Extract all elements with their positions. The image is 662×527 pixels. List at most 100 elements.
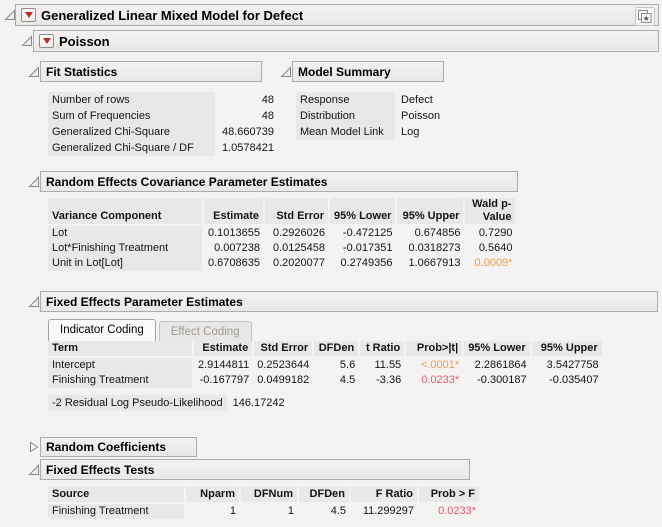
summary-value: Log [401, 126, 420, 138]
column-header: t Ratio [359, 341, 407, 358]
random-effects-title: Random Effects Covariance Parameter Esti… [46, 174, 328, 189]
fixed-effects-tests-title: Fixed Effects Tests [46, 462, 155, 477]
fixed-effects-header[interactable]: Fixed Effects Parameter Estimates [40, 291, 658, 312]
column-header: Estimate [203, 198, 265, 226]
stat-label: Generalized Chi-Square [48, 124, 217, 140]
summary-label: Distribution [296, 108, 397, 124]
stat-value: 48.660739 [222, 126, 274, 138]
column-header: Std Error [264, 198, 330, 226]
poisson-title-bar: Poisson [33, 30, 659, 52]
summary-label: Mean Model Link [296, 124, 397, 140]
disclosure-closed-icon[interactable] [28, 441, 40, 453]
model-summary-table: Response Defect Distribution Poisson Mean … [296, 92, 466, 140]
column-header: 95% Upper [530, 341, 604, 358]
column-header: DFDen [298, 487, 351, 504]
bookmark-button[interactable]: ★ [635, 7, 655, 26]
tab-indicator-coding[interactable]: Indicator Coding [48, 319, 156, 341]
coding-tab-bar: Indicator Coding Effect Coding [48, 318, 252, 341]
disclosure-open-icon[interactable] [28, 176, 40, 188]
disclosure-open-icon[interactable] [28, 464, 40, 476]
column-header: DFNum [240, 487, 299, 504]
model-summary-title: Model Summary [298, 64, 391, 79]
p-value-significant: <.0001* [420, 359, 460, 371]
model-summary-header[interactable]: Model Summary [292, 61, 444, 82]
stat-label: Sum of Frequencies [48, 108, 217, 124]
table-row: Lot*Finishing Treatment 0.007238 0.01254… [48, 241, 516, 256]
table-row: Intercept 2.9144811 0.2523644 5.6 11.55 … [48, 357, 603, 373]
p-value-significant: 0.0233* [421, 374, 460, 386]
bookmark-icon: ★ [638, 10, 652, 23]
term: Intercept [48, 357, 194, 373]
disclosure-open-icon[interactable] [280, 66, 292, 78]
table-row: Distribution Poisson [296, 108, 466, 124]
p-value: 0.7290 [478, 227, 513, 239]
stat-value: 48 [261, 110, 274, 122]
column-header: Source [48, 487, 186, 504]
table-header-row: Term Estimate Std Error DFDen t Ratio Pr… [48, 341, 604, 358]
stat-value: 48 [261, 94, 274, 106]
random-coefficients-header[interactable]: Random Coefficients [40, 437, 197, 457]
column-header: Prob > F [418, 487, 481, 504]
report-title-bar: Generalized Linear Mixed Model for Defec… [15, 4, 659, 26]
summary-value: Defect [401, 94, 433, 106]
residual-label: -2 Residual Log Pseudo-Likelihood [48, 395, 229, 411]
fixed-effects-table: Term Estimate Std Error DFDen t Ratio Pr… [48, 341, 604, 388]
p-value-significant: 0.0009* [474, 257, 513, 269]
stat-value: 1.0578421 [222, 142, 274, 154]
table-row: Lot 0.1013655 0.2926026 -0.472125 0.6748… [48, 225, 516, 241]
column-header: Wald p-Value [464, 198, 518, 226]
term: Finishing Treatment [48, 373, 194, 388]
column-header: DFDen [313, 341, 361, 358]
disclosure-open-icon[interactable] [28, 66, 40, 78]
column-header: Term [48, 341, 194, 358]
p-value-significant: 0.0233* [438, 505, 476, 517]
column-header: Estimate [193, 341, 255, 358]
summary-label: Response [296, 92, 397, 108]
disclosure-open-icon[interactable] [4, 9, 16, 21]
disclosure-open-icon[interactable] [21, 35, 33, 47]
p-value: 0.5640 [478, 242, 513, 254]
table-header-row: Variance Component Estimate Std Error 95… [48, 198, 518, 226]
table-row: Finishing Treatment 1 1 4.5 11.299297 0.… [48, 503, 480, 519]
fixed-effects-title: Fixed Effects Parameter Estimates [46, 294, 243, 309]
column-header: Nparm [185, 487, 241, 504]
summary-value: Poisson [401, 110, 441, 122]
table-row: Unit in Lot[Lot] 0.6708635 0.2020077 0.2… [48, 256, 516, 271]
column-header: Std Error [253, 341, 315, 358]
fit-statistics-title: Fit Statistics [46, 64, 118, 79]
poisson-title: Poisson [59, 33, 110, 49]
red-triangle-icon [24, 12, 33, 18]
random-effects-header[interactable]: Random Effects Covariance Parameter Esti… [40, 171, 518, 192]
variance-component: Lot [48, 225, 204, 241]
stat-label: Generalized Chi-Square / DF [48, 140, 217, 156]
source: Finishing Treatment [48, 503, 186, 519]
report-title: Generalized Linear Mixed Model for Defec… [41, 7, 304, 23]
table-row: Number of rows 48 [48, 92, 278, 108]
column-header: 95% Lower [463, 341, 532, 358]
table-row: -2 Residual Log Pseudo-Likelihood 146.17… [48, 395, 298, 411]
column-header: 95% Lower [329, 198, 398, 226]
red-triangle-menu-button[interactable] [39, 34, 54, 48]
table-row: Finishing Treatment -0.167797 0.0499182 … [48, 373, 603, 388]
column-header: Prob>|t| [405, 341, 465, 358]
table-row: Response Defect [296, 92, 466, 108]
table-row: Generalized Chi-Square 48.660739 [48, 124, 278, 140]
red-triangle-icon [42, 38, 51, 44]
stat-label: Number of rows [48, 92, 217, 108]
fixed-effects-tests-table: Source Nparm DFNum DFDen F Ratio Prob > … [48, 487, 481, 519]
table-header-row: Source Nparm DFNum DFDen F Ratio Prob > … [48, 487, 481, 504]
bookmark-star-glyph: ★ [643, 14, 650, 23]
fit-statistics-header[interactable]: Fit Statistics [40, 61, 262, 82]
residual-likelihood-row: -2 Residual Log Pseudo-Likelihood 146.17… [48, 395, 298, 411]
column-header: Variance Component [48, 198, 204, 226]
variance-component: Lot*Finishing Treatment [48, 241, 204, 256]
disclosure-open-icon[interactable] [28, 296, 40, 308]
random-coefficients-title: Random Coefficients [46, 440, 167, 454]
table-row: Generalized Chi-Square / DF 1.0578421 [48, 140, 278, 156]
fixed-effects-tests-header[interactable]: Fixed Effects Tests [40, 459, 470, 480]
column-header: F Ratio [350, 487, 419, 504]
fit-statistics-table: Number of rows 48 Sum of Frequencies 48 Ge… [48, 92, 278, 156]
table-row: Mean Model Link Log [296, 124, 466, 140]
tab-effect-coding[interactable]: Effect Coding [158, 321, 252, 341]
red-triangle-menu-button[interactable] [21, 8, 36, 22]
